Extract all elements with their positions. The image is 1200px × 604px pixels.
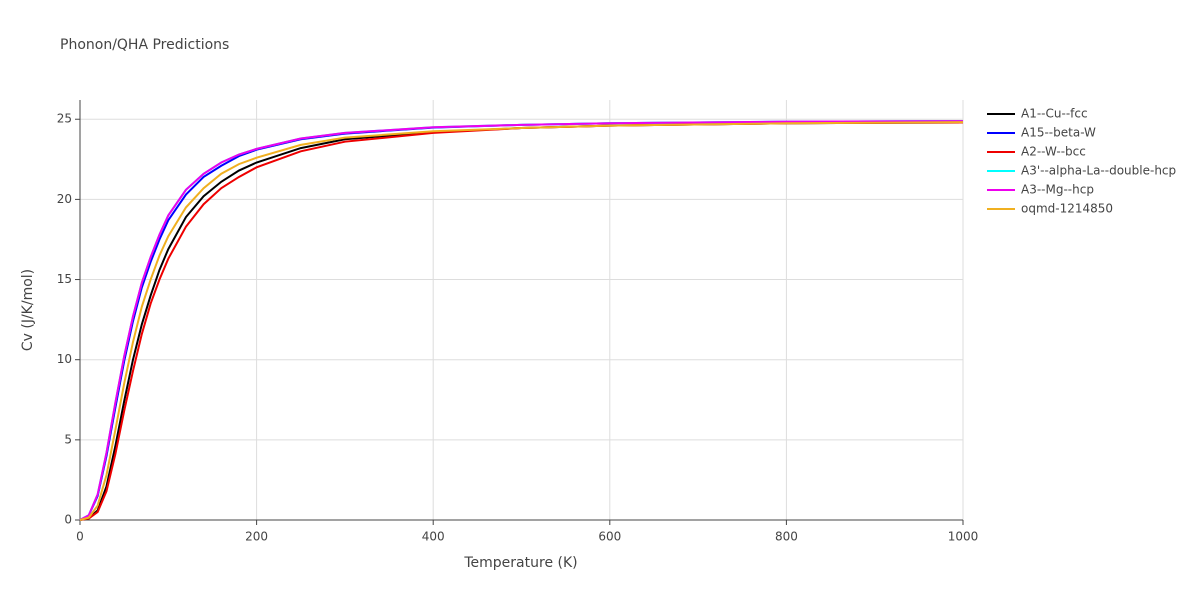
x-tick-label: 600: [598, 530, 621, 544]
series-line: [79, 120, 964, 521]
y-tick-label: 0: [64, 513, 72, 527]
x-tick-label: 0: [76, 530, 84, 544]
legend-label: A2--W--bcc: [1021, 145, 1086, 159]
legend-label: A15--beta-W: [1021, 126, 1096, 140]
legend-label: oqmd-1214850: [1021, 202, 1113, 216]
x-tick-label: 200: [245, 530, 268, 544]
y-tick-label: 15: [57, 272, 72, 286]
series-line: [79, 121, 964, 521]
y-axis-label: Cv (J/K/mol): [20, 269, 36, 351]
y-tick-label: 10: [57, 352, 72, 366]
legend-label: A3'--alpha-La--double-hcp: [1021, 164, 1176, 178]
y-tick-label: 25: [57, 112, 72, 126]
x-tick-label: 400: [422, 530, 445, 544]
x-tick-label: 800: [775, 530, 798, 544]
x-axis-label: Temperature (K): [463, 555, 577, 571]
legend-label: A1--Cu--fcc: [1021, 107, 1088, 121]
y-tick-label: 20: [57, 192, 72, 206]
x-tick-label: 1000: [948, 530, 979, 544]
y-tick-label: 5: [64, 432, 72, 446]
series-line: [79, 121, 964, 521]
chart-title: Phonon/QHA Predictions: [60, 37, 229, 53]
legend-label: A3--Mg--hcp: [1021, 183, 1094, 197]
